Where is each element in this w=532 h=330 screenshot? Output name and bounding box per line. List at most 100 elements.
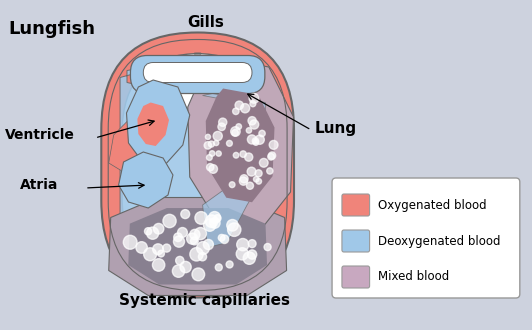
- Circle shape: [232, 129, 238, 136]
- Polygon shape: [109, 197, 287, 295]
- Circle shape: [252, 138, 259, 144]
- Circle shape: [206, 164, 214, 171]
- Circle shape: [209, 212, 220, 223]
- Circle shape: [205, 215, 218, 227]
- FancyBboxPatch shape: [101, 32, 294, 298]
- FancyBboxPatch shape: [332, 178, 520, 298]
- Circle shape: [163, 244, 171, 252]
- Circle shape: [216, 151, 221, 156]
- Circle shape: [226, 261, 233, 268]
- Circle shape: [237, 239, 249, 251]
- Circle shape: [227, 219, 238, 231]
- FancyBboxPatch shape: [342, 230, 370, 252]
- Circle shape: [197, 242, 210, 254]
- Circle shape: [246, 182, 254, 189]
- Circle shape: [187, 233, 197, 244]
- Circle shape: [214, 215, 221, 222]
- Circle shape: [190, 237, 198, 245]
- Circle shape: [250, 120, 259, 129]
- Circle shape: [158, 250, 164, 257]
- Circle shape: [173, 236, 185, 247]
- Circle shape: [253, 177, 259, 182]
- Circle shape: [253, 140, 259, 145]
- Circle shape: [240, 175, 248, 183]
- Circle shape: [231, 127, 240, 136]
- Circle shape: [240, 104, 250, 113]
- Circle shape: [247, 250, 257, 259]
- Circle shape: [204, 219, 216, 231]
- FancyBboxPatch shape: [130, 55, 265, 93]
- Circle shape: [255, 170, 262, 177]
- Polygon shape: [109, 120, 143, 175]
- Circle shape: [209, 141, 214, 147]
- Circle shape: [181, 210, 190, 218]
- Circle shape: [153, 259, 165, 271]
- FancyBboxPatch shape: [143, 62, 252, 82]
- Circle shape: [178, 227, 187, 237]
- Circle shape: [145, 228, 152, 235]
- Circle shape: [256, 179, 262, 184]
- Circle shape: [144, 248, 156, 261]
- Circle shape: [235, 101, 244, 110]
- Circle shape: [213, 131, 222, 141]
- Circle shape: [269, 141, 278, 149]
- Polygon shape: [119, 152, 173, 208]
- Circle shape: [247, 167, 256, 176]
- FancyBboxPatch shape: [342, 194, 370, 216]
- Polygon shape: [128, 208, 267, 284]
- Circle shape: [220, 235, 229, 244]
- Text: Lungfish: Lungfish: [8, 20, 95, 38]
- Circle shape: [245, 153, 253, 161]
- Circle shape: [260, 158, 268, 167]
- Polygon shape: [206, 88, 275, 202]
- Text: Deoxygenated blood: Deoxygenated blood: [378, 235, 500, 248]
- Circle shape: [248, 116, 256, 125]
- Circle shape: [194, 227, 206, 240]
- Circle shape: [210, 218, 220, 228]
- Circle shape: [219, 118, 227, 126]
- Text: Ventricle: Ventricle: [5, 128, 75, 142]
- Circle shape: [163, 214, 176, 228]
- Circle shape: [240, 151, 246, 157]
- Circle shape: [203, 240, 213, 249]
- Text: Gills: Gills: [187, 15, 224, 30]
- Circle shape: [268, 153, 275, 160]
- Polygon shape: [120, 60, 222, 266]
- Circle shape: [250, 101, 256, 107]
- Circle shape: [239, 177, 247, 185]
- Text: Lung: Lung: [314, 120, 356, 136]
- Circle shape: [267, 168, 273, 174]
- Circle shape: [147, 227, 159, 239]
- Circle shape: [209, 165, 218, 173]
- Circle shape: [264, 244, 271, 250]
- FancyBboxPatch shape: [122, 53, 273, 277]
- Text: Mixed blood: Mixed blood: [378, 271, 449, 283]
- Circle shape: [236, 248, 248, 260]
- Circle shape: [192, 268, 205, 281]
- Circle shape: [248, 240, 256, 248]
- Circle shape: [198, 252, 206, 261]
- Circle shape: [195, 212, 207, 224]
- Circle shape: [215, 264, 222, 271]
- Text: Oxygenated blood: Oxygenated blood: [378, 199, 486, 212]
- Circle shape: [236, 124, 242, 129]
- Circle shape: [227, 140, 232, 146]
- Circle shape: [172, 265, 185, 277]
- Circle shape: [243, 252, 255, 264]
- Circle shape: [218, 234, 225, 241]
- FancyBboxPatch shape: [342, 266, 370, 288]
- Circle shape: [249, 93, 259, 103]
- Circle shape: [232, 108, 239, 115]
- Circle shape: [214, 140, 219, 146]
- Polygon shape: [188, 57, 294, 232]
- Circle shape: [190, 248, 203, 261]
- Polygon shape: [127, 80, 190, 167]
- Circle shape: [269, 152, 276, 159]
- Polygon shape: [203, 93, 265, 248]
- Circle shape: [176, 256, 184, 265]
- Circle shape: [204, 142, 212, 149]
- Circle shape: [123, 235, 137, 249]
- Text: Systemic capillaries: Systemic capillaries: [119, 293, 289, 308]
- Circle shape: [210, 151, 215, 156]
- Circle shape: [190, 229, 200, 240]
